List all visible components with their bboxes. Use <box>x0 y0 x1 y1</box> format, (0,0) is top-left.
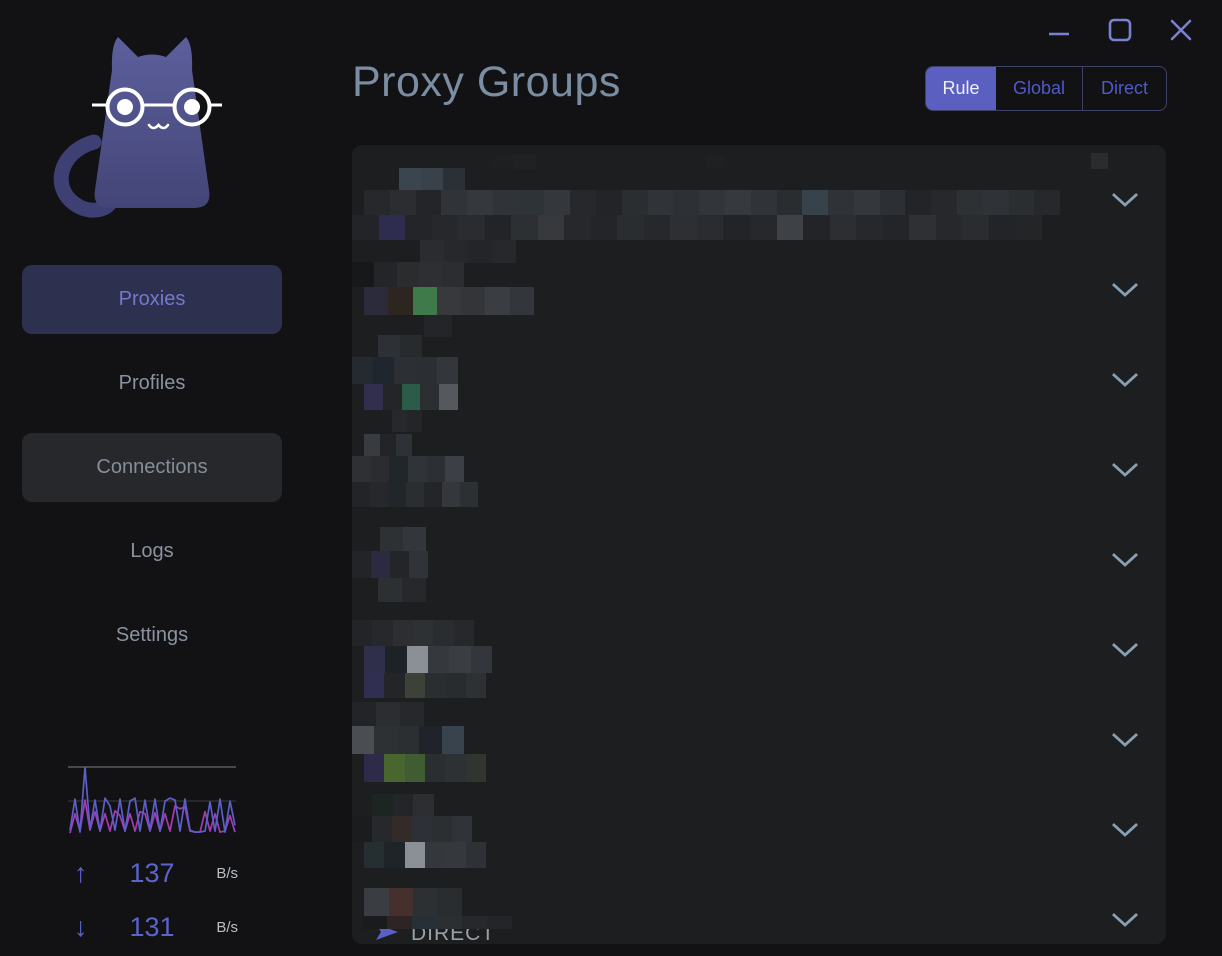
chevron-down-icon <box>1112 643 1138 661</box>
maximize-button[interactable] <box>1102 14 1138 46</box>
sidebar-item-proxies[interactable]: Proxies <box>22 265 282 334</box>
redacted-mosaic <box>364 384 458 410</box>
sidebar-item-settings[interactable]: Settings <box>22 601 282 670</box>
proxy-group-row[interactable] <box>352 336 1166 426</box>
page-title: Proxy Groups <box>352 58 621 106</box>
group-expand-chevron[interactable] <box>1108 731 1142 753</box>
close-icon <box>1168 17 1194 43</box>
redacted-mosaic <box>352 215 1042 240</box>
proxy-group-row[interactable] <box>352 516 1166 606</box>
redacted-mosaic <box>380 527 426 551</box>
group-expand-chevron[interactable] <box>1108 371 1142 393</box>
redacted-mosaic <box>352 482 478 507</box>
chevron-down-icon <box>1112 913 1138 931</box>
maximize-icon <box>1107 17 1133 43</box>
redacted-mosaic <box>364 434 412 456</box>
minimize-icon <box>1046 17 1072 43</box>
chevron-down-icon <box>1112 283 1138 301</box>
redacted-mosaic <box>1091 153 1108 169</box>
redacted-mosaic <box>352 357 459 384</box>
chevron-down-icon <box>1112 823 1138 841</box>
redacted-mosaic <box>378 578 426 602</box>
proxy-group-row[interactable] <box>352 876 1166 944</box>
group-expand-chevron[interactable] <box>1108 821 1142 843</box>
download-speed-value: 131 <box>129 911 175 942</box>
redacted-mosaic <box>378 335 422 357</box>
redacted-mosaic <box>420 240 516 263</box>
redacted-mosaic <box>424 315 452 337</box>
group-expand-chevron[interactable] <box>1108 551 1142 573</box>
chevron-down-icon <box>1112 733 1138 751</box>
up-arrow-icon: ↑ <box>74 857 88 888</box>
redacted-mosaic <box>352 816 472 842</box>
redacted-mosaic <box>352 456 465 482</box>
sidebar-item-label: Connections <box>96 456 208 478</box>
redacted-mosaic <box>352 726 465 754</box>
mode-tab-direct[interactable]: Direct <box>1082 67 1166 110</box>
chevron-down-icon <box>1112 373 1138 391</box>
down-arrow-icon: ↓ <box>74 911 88 942</box>
redacted-mosaic <box>364 673 486 698</box>
redacted-mosaic <box>392 410 422 432</box>
redacted-mosaic <box>364 190 1061 215</box>
sidebar-item-label: Settings <box>115 624 189 646</box>
sidebar-item-profiles[interactable]: Profiles <box>22 349 282 418</box>
cat-mouth <box>147 122 170 130</box>
redacted-mosaic <box>352 551 428 578</box>
sidebar-item-label: Logs <box>130 540 174 562</box>
download-stat: ↓ 131 B/s <box>62 910 240 944</box>
redacted-mosaic <box>364 888 462 916</box>
traffic-graph <box>66 760 238 840</box>
proxy-groups-panel[interactable]: DIRECT <box>352 145 1166 944</box>
sidebar-item-label: Profiles <box>118 372 186 394</box>
redacted-mosaic <box>364 842 486 868</box>
sidebar-item-logs[interactable]: Logs <box>22 517 282 586</box>
proxy-mode-tabs: Rule Global Direct <box>925 66 1167 111</box>
redacted-mosaic <box>364 646 492 673</box>
redacted-mosaic <box>372 794 435 816</box>
upload-speed-unit: B/s <box>216 864 238 882</box>
redacted-mosaic <box>362 916 512 929</box>
redacted-mosaic <box>706 155 724 169</box>
group-expand-chevron[interactable] <box>1108 191 1142 213</box>
group-expand-chevron[interactable] <box>1108 641 1142 663</box>
redacted-mosaic <box>352 702 424 726</box>
chevron-down-icon <box>1112 463 1138 481</box>
group-expand-chevron[interactable] <box>1108 281 1142 303</box>
download-speed-unit: B/s <box>216 918 238 936</box>
group-expand-chevron[interactable] <box>1108 461 1142 483</box>
sidebar-item-connections[interactable]: Connections <box>22 433 282 502</box>
redacted-mosaic <box>490 155 536 169</box>
sidebar-item-label: Proxies <box>118 288 186 310</box>
minimize-button[interactable] <box>1041 14 1077 46</box>
chevron-down-icon <box>1112 193 1138 211</box>
redacted-mosaic <box>352 620 474 646</box>
redacted-mosaic <box>352 262 465 287</box>
group-expand-chevron[interactable] <box>1108 911 1142 933</box>
mode-tab-global[interactable]: Global <box>996 67 1082 110</box>
upload-line <box>69 766 236 833</box>
close-button[interactable] <box>1163 14 1199 46</box>
upload-stat: ↑ 137 B/s <box>62 856 240 890</box>
chevron-down-icon <box>1112 553 1138 571</box>
upload-speed-value: 137 <box>129 857 175 888</box>
redacted-mosaic <box>364 754 486 782</box>
cat-logo <box>52 20 252 225</box>
redacted-mosaic <box>364 287 534 315</box>
mode-tab-rule[interactable]: Rule <box>926 67 996 110</box>
